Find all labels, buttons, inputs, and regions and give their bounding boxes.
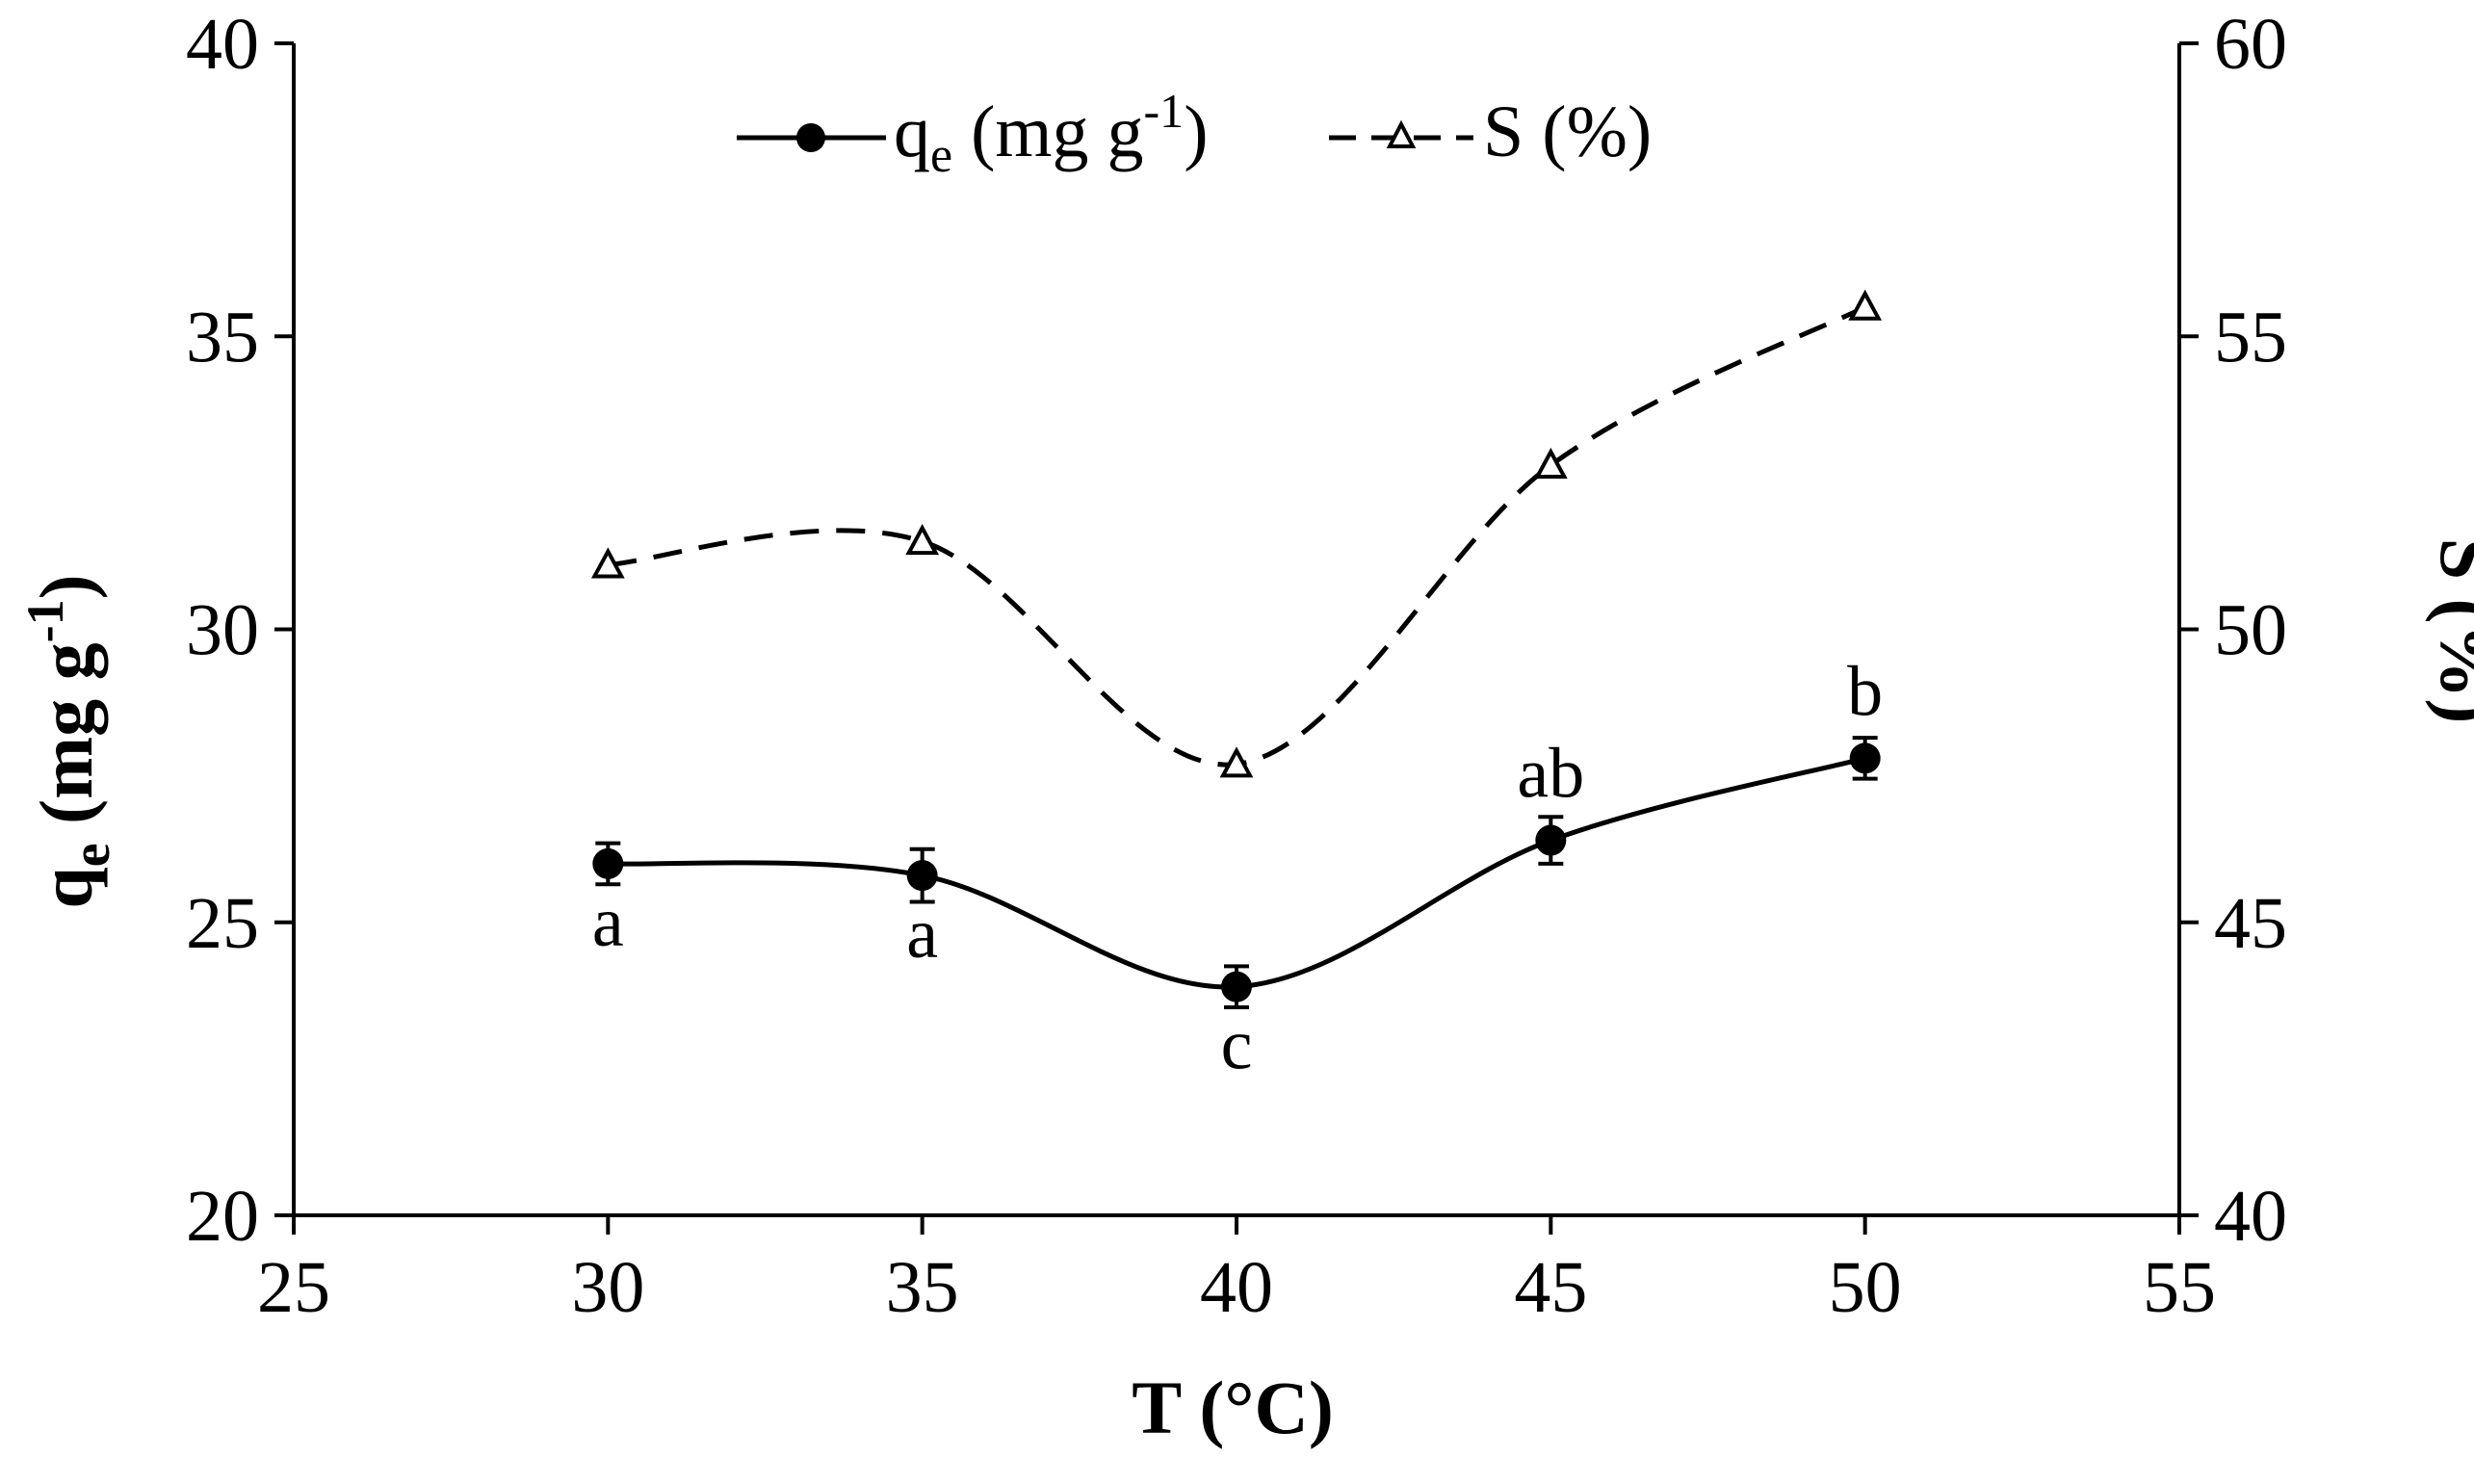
legend-qe-marker bbox=[796, 123, 825, 152]
y-tick-label: 35 bbox=[186, 297, 259, 378]
s-point bbox=[1848, 289, 1883, 321]
legend-qe-main: q bbox=[894, 91, 930, 172]
qe-point bbox=[592, 847, 624, 879]
qe-sig-label: c bbox=[1221, 1006, 1253, 1085]
qe-point bbox=[1849, 742, 1881, 774]
x-tick-label: 30 bbox=[571, 1247, 644, 1328]
qe-line bbox=[608, 755, 1866, 990]
x-tick-label: 50 bbox=[1829, 1247, 1902, 1328]
legend-qe-close: ) bbox=[1184, 91, 1208, 172]
s-point bbox=[1219, 746, 1254, 778]
y-axis-title-close: ) bbox=[24, 574, 108, 599]
y2-tick-label: 55 bbox=[2214, 297, 2287, 378]
s-point bbox=[590, 547, 625, 579]
qe-point bbox=[906, 860, 938, 892]
qe-point bbox=[1535, 824, 1567, 856]
y2-tick-label: 60 bbox=[2214, 4, 2287, 85]
s-point bbox=[905, 524, 940, 556]
qe-sig-label: ab bbox=[1517, 735, 1584, 814]
series-s bbox=[590, 289, 1883, 778]
y-tick-label: 20 bbox=[186, 1176, 259, 1257]
x-tick-label: 25 bbox=[257, 1247, 330, 1328]
y-tick-label: 40 bbox=[186, 4, 259, 85]
x-tick-label: 55 bbox=[2143, 1247, 2216, 1328]
qe-sig-label: b bbox=[1847, 652, 1883, 731]
y-axis-title-sup: -1 bbox=[16, 599, 74, 642]
qe-point bbox=[1221, 971, 1252, 1002]
qe-sig-label: a bbox=[592, 883, 624, 962]
legend: qe (mg g-1) S (%) bbox=[737, 84, 1652, 183]
legend-qe-sub: e bbox=[930, 128, 952, 183]
y-axis-title-rest: (mg g bbox=[24, 642, 108, 843]
y-tick-label: 25 bbox=[186, 883, 259, 964]
y2-tick-label: 45 bbox=[2214, 883, 2287, 964]
y2-axis-title: S (%) bbox=[2425, 538, 2474, 724]
y-axis-title-sub: e bbox=[62, 843, 121, 867]
legend-qe-label: qe (mg g-1) bbox=[894, 84, 1209, 183]
series-qe: a a c ab b bbox=[592, 652, 1883, 1084]
s-point bbox=[1533, 447, 1568, 480]
y-axis-title-main: q bbox=[24, 867, 108, 908]
y2-tick-label: 50 bbox=[2214, 590, 2287, 671]
x-tick-label: 45 bbox=[1514, 1247, 1587, 1328]
y2-tick-label: 40 bbox=[2214, 1176, 2287, 1257]
legend-qe-sup: -1 bbox=[1144, 84, 1185, 138]
qe-sig-label: a bbox=[906, 895, 938, 974]
x-tick-label: 40 bbox=[1200, 1247, 1273, 1328]
y-tick-label: 30 bbox=[186, 590, 259, 671]
s-line bbox=[608, 304, 1866, 768]
x-axis-title: T (°C) bbox=[1132, 1366, 1334, 1449]
legend-s-label: S (%) bbox=[1483, 91, 1652, 172]
y-axis-title: qe (mg g-1) bbox=[16, 574, 121, 908]
x-tick-label: 35 bbox=[886, 1247, 959, 1328]
legend-s-marker bbox=[1386, 119, 1417, 148]
legend-qe-rest: (mg g bbox=[952, 91, 1143, 172]
